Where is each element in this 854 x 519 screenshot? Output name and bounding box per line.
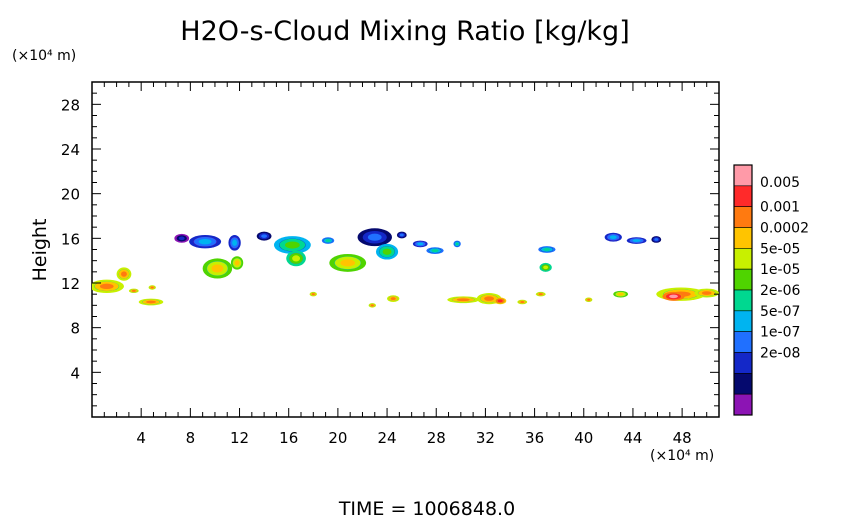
cloud-cell-12 [286,250,306,267]
cloud-cell-6 [189,234,222,249]
colorbar-swatch [733,393,753,416]
cloud-cell-15 [357,228,392,247]
cloud-cell-37 [662,291,685,301]
x-tick-label: 16 [279,429,298,447]
plot-frame [91,81,720,418]
colorbar-swatch [733,289,753,312]
y-axis-label: Height [29,219,51,282]
cloud-cell-28 [538,246,556,253]
colorbar-frame [733,164,753,416]
cloud-cell-33 [626,237,647,244]
cloud-cell-34 [651,236,662,243]
colorbar-swatch [733,248,753,270]
colorbar-label: 0.005 [760,175,800,191]
x-tick-label: 12 [230,429,249,447]
x-tick-label: 24 [378,429,397,447]
cloud-cell-17 [396,231,407,239]
colorbar-swatch [733,352,753,374]
cloud-cell-20 [453,240,461,248]
x-axis-unit: (×10⁴ m) [650,448,714,464]
x-tick-label: 48 [673,429,692,447]
cloud-cell-0 [92,279,124,294]
colorbar-swatch [733,268,753,291]
x-tick-label: 36 [525,429,544,447]
x-tick-label: 28 [427,429,446,447]
cloud-cell-30 [535,291,546,297]
colorbar-swatch [733,185,753,207]
cloud-cell-29 [539,262,552,272]
cloud-cell-14 [329,253,367,272]
x-tick-label: 4 [136,429,146,447]
cloud-cell-1 [116,267,132,281]
cloud-cell-27 [517,299,528,305]
cloud-cell-11 [273,236,311,254]
y-tick-label: 24 [61,141,80,159]
colorbar-label: 1e-07 [760,325,800,341]
colorbar-swatch [733,310,753,332]
y-tick-label: 28 [61,96,80,114]
cloud-field [92,228,719,308]
cloud-cell-31 [584,297,593,302]
cloud-cell-10 [256,231,272,241]
cloud-cell-19 [426,247,444,254]
cloud-cell-2 [138,298,164,306]
chart-title: H2O-s-Cloud Mixing Ratio [kg/kg] [180,16,629,47]
colorbar: 0.005 0.001 0.0002 5e-05 1e-05 2e-06 5e-07 1e-0… [733,164,809,416]
colorbar-label: 0.0002 [760,221,809,237]
cloud-cell-4 [148,285,156,290]
cloud-cell-9 [230,256,244,270]
x-tick-label: 32 [476,429,495,447]
cloud-cell-3 [128,288,139,294]
cloud-cell-22 [368,303,376,308]
x-tick-label: 40 [574,429,593,447]
cloud-cell-26 [494,297,507,305]
y-tick-label: 16 [61,230,80,248]
cloud-cell-16 [375,243,399,260]
colorbar-label: 2e-06 [760,283,800,299]
colorbar-swatch [733,164,753,187]
x-tick-label: 8 [186,429,196,447]
colorbar-label: 1e-05 [760,262,800,278]
cloud-cell-18 [412,240,428,248]
cloud-cell-5 [174,233,190,243]
y-axis-unit: (×10⁴ m) [12,48,76,64]
cloud-cell-35 [613,290,629,298]
cloud-cell-13 [321,237,335,244]
cloud-cell-24 [447,296,480,304]
colorbar-swatch [733,373,753,395]
cloud-cell-21 [309,291,317,297]
y-tick-label: 8 [70,320,80,338]
colorbar-label: 0.001 [760,200,800,216]
colorbar-label: 2e-08 [760,346,800,362]
cloud-cell-7 [228,234,241,251]
y-tick-label: 4 [70,364,80,382]
time-label: TIME = 1006848.0 [338,498,515,519]
x-tick-label: 20 [328,429,347,447]
cloud-cell-38 [694,288,719,298]
colorbar-label: 5e-07 [760,304,800,320]
x-tick-label: 44 [623,429,642,447]
colorbar-label: 5e-05 [760,241,800,257]
cloud-cell-32 [604,232,622,242]
y-tick-label: 12 [61,275,80,293]
cloud-cell-23 [387,295,400,302]
colorbar-swatch [733,331,753,353]
colorbar-swatch [733,227,753,249]
y-tick-label: 20 [61,186,80,204]
colorbar-swatch [733,206,753,228]
cloud-cell-8 [202,258,233,279]
